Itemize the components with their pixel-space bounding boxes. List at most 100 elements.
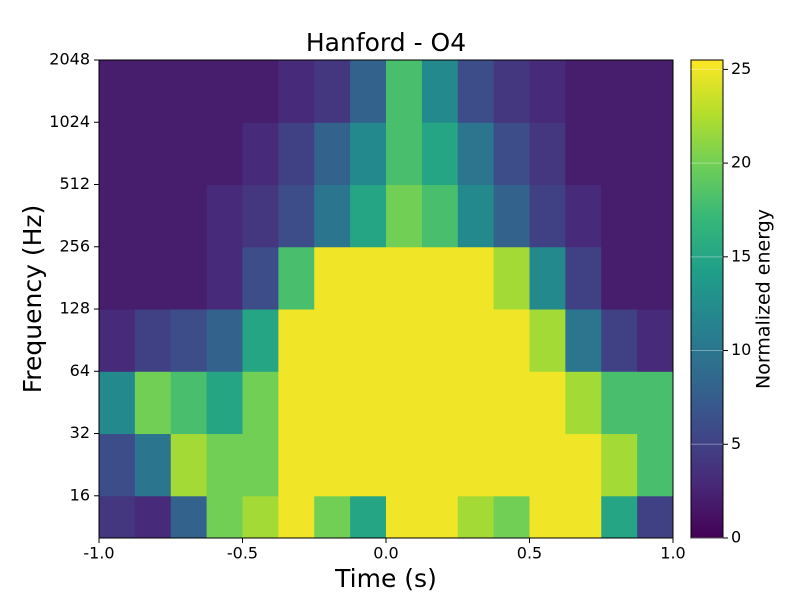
heatmap-cell	[278, 309, 315, 372]
heatmap-cell	[637, 184, 674, 248]
heatmap-cell	[242, 309, 279, 372]
heatmap-cell	[386, 309, 423, 372]
heatmap-cell	[206, 495, 243, 539]
heatmap	[99, 60, 674, 539]
heatmap-cell	[206, 184, 243, 248]
heatmap-cell	[170, 184, 208, 248]
heatmap-cell	[314, 122, 351, 186]
heatmap-cell	[170, 495, 208, 539]
heatmap-cell	[278, 433, 315, 497]
heatmap-cell	[206, 246, 243, 310]
colorbar-label: Normalized energy	[753, 209, 775, 389]
heatmap-cell	[601, 184, 638, 248]
heatmap-cell	[601, 60, 638, 123]
heatmap-cell	[457, 60, 495, 123]
x-tick-label: 1.0	[660, 544, 685, 563]
heatmap-cell	[457, 309, 495, 372]
chart-title: Hanford - O4	[306, 28, 466, 57]
heatmap-cell	[278, 122, 315, 186]
heatmap-cell	[386, 433, 423, 497]
heatmap-cell	[99, 122, 136, 186]
heatmap-cell	[529, 184, 566, 248]
heatmap-cell	[242, 122, 279, 186]
heatmap-cell	[421, 371, 459, 435]
heatmap-cell	[170, 122, 208, 186]
heatmap-cell	[99, 371, 136, 435]
heatmap-cell	[350, 495, 387, 539]
heatmap-cell	[529, 495, 566, 539]
heatmap-cell	[314, 371, 351, 435]
heatmap-cell	[206, 122, 243, 186]
y-axis-label: Frequency (Hz)	[18, 205, 47, 394]
heatmap-cell	[421, 309, 459, 372]
heatmap-cell	[421, 495, 459, 539]
heatmap-cell	[350, 309, 387, 372]
heatmap-cell	[493, 122, 530, 186]
x-tick-label: 0.5	[517, 544, 542, 563]
y-tick-label: 16	[70, 485, 90, 504]
heatmap-cell	[206, 433, 243, 497]
heatmap-cell	[421, 122, 459, 186]
heatmap-cell	[457, 371, 495, 435]
heatmap-cell	[99, 246, 136, 310]
heatmap-cell	[601, 309, 638, 372]
heatmap-cell	[565, 246, 602, 310]
y-tick-label: 2048	[49, 50, 90, 69]
heatmap-cell	[601, 371, 638, 435]
colorbar-tick-label: 10	[731, 340, 751, 359]
heatmap-cell	[278, 246, 315, 310]
heatmap-cell	[206, 371, 243, 435]
heatmap-cell	[350, 122, 387, 186]
y-tick-label: 256	[59, 236, 90, 255]
heatmap-cell	[493, 309, 530, 372]
heatmap-cell	[386, 495, 423, 539]
heatmap-cell	[529, 246, 566, 310]
x-axis-label: Time (s)	[334, 564, 437, 593]
heatmap-cell	[134, 60, 172, 123]
heatmap-cell	[99, 495, 136, 539]
heatmap-cell	[637, 60, 674, 123]
heatmap-cell	[350, 371, 387, 435]
colorbar-tick-label: 20	[731, 153, 751, 172]
heatmap-cell	[493, 184, 530, 248]
heatmap-cell	[242, 184, 279, 248]
heatmap-cell	[278, 60, 315, 123]
heatmap-cell	[350, 184, 387, 248]
heatmap-cell	[170, 433, 208, 497]
x-tick-label: -1.0	[83, 544, 114, 563]
heatmap-cell	[350, 246, 387, 310]
heatmap-cell	[565, 122, 602, 186]
heatmap-cell	[493, 495, 530, 539]
y-tick-label: 1024	[49, 112, 90, 131]
heatmap-cell	[206, 60, 243, 123]
heatmap-cell	[134, 495, 172, 539]
heatmap-cell	[134, 309, 172, 372]
x-tick-label: -0.5	[227, 544, 258, 563]
heatmap-cell	[493, 246, 530, 310]
heatmap-cell	[601, 495, 638, 539]
heatmap-cell	[134, 433, 172, 497]
heatmap-cell	[457, 184, 495, 248]
heatmap-cell	[421, 184, 459, 248]
colorbar-tick-label: 15	[731, 246, 751, 265]
heatmap-cell	[601, 122, 638, 186]
heatmap-cell	[529, 433, 566, 497]
heatmap-cell	[637, 122, 674, 186]
heatmap-cell	[493, 433, 530, 497]
heatmap-cell	[529, 309, 566, 372]
heatmap-cell	[457, 122, 495, 186]
heatmap-cell	[493, 60, 530, 123]
heatmap-cell	[134, 122, 172, 186]
y-tick-label: 32	[70, 423, 90, 442]
heatmap-cell	[314, 309, 351, 372]
heatmap-cell	[386, 184, 423, 248]
colorbar	[690, 59, 724, 539]
heatmap-cell	[637, 371, 674, 435]
y-tick-label: 64	[70, 361, 90, 380]
heatmap-cell	[278, 495, 315, 539]
heatmap-cell	[350, 60, 387, 123]
heatmap-cell	[386, 122, 423, 186]
heatmap-cell	[278, 371, 315, 435]
x-tick-label: 0.0	[373, 544, 398, 563]
